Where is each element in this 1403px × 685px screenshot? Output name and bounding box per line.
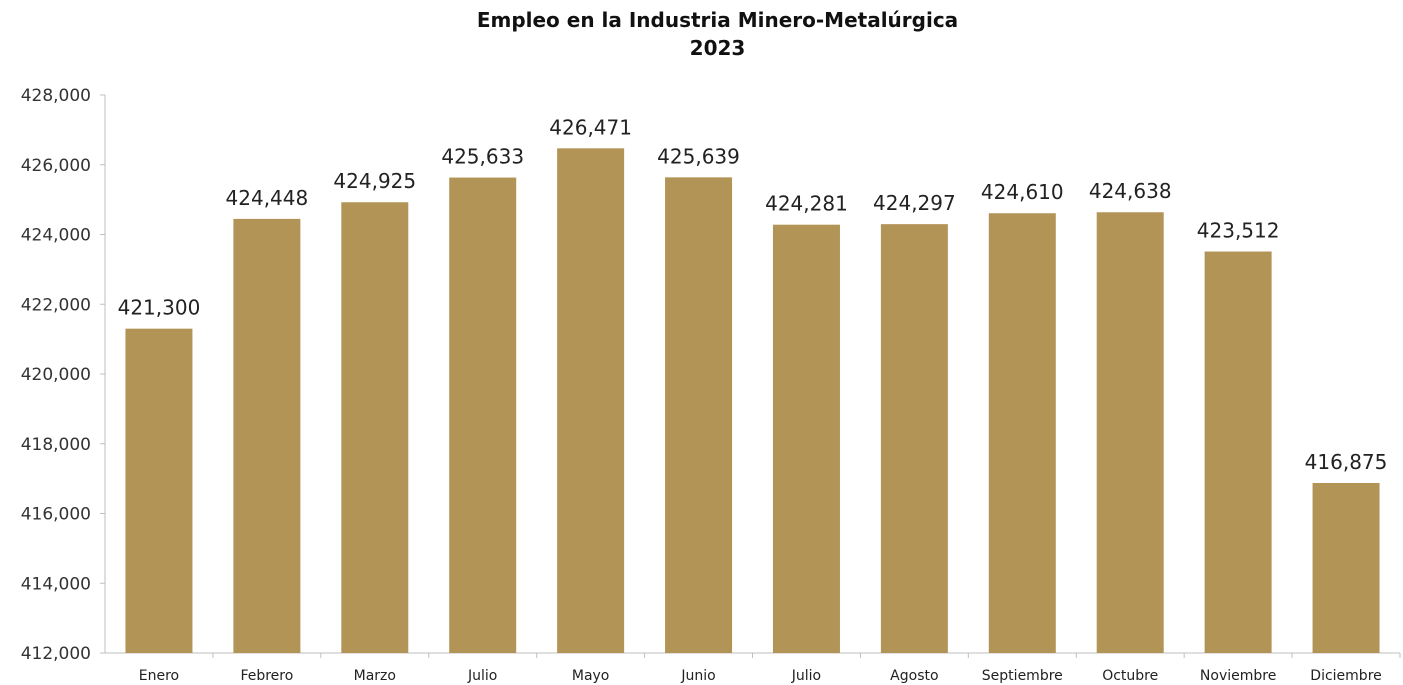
data-label: 424,610 [981, 180, 1064, 204]
bar [988, 213, 1056, 653]
bar [1096, 212, 1164, 653]
data-label: 426,471 [549, 115, 632, 139]
y-tick-label: 428,000 [21, 86, 91, 106]
data-label: 424,297 [873, 191, 956, 215]
y-tick-label: 412,000 [21, 644, 91, 664]
x-tick-label: Noviembre [1200, 668, 1276, 684]
x-tick-label: Octubre [1102, 668, 1158, 684]
x-tick-label: Agosto [890, 668, 938, 684]
x-tick-label: Febrero [240, 668, 293, 684]
x-axis: Enero Febrero Marzo Julio Mayo Junio Julio Agos… [105, 652, 1401, 684]
data-label: 425,639 [657, 144, 740, 168]
y-tick-label: 424,000 [21, 226, 91, 246]
bar [772, 224, 840, 653]
bar [233, 218, 301, 653]
x-tick-label: Julio [791, 668, 821, 684]
bar [341, 202, 409, 653]
bar [449, 177, 517, 653]
x-tick-label: Enero [139, 668, 179, 684]
data-labels: 421,300 424,448 424,925 425,633 426,471 425,6… [118, 115, 1388, 474]
bar [1204, 251, 1272, 654]
x-tick-label: Junio [680, 668, 715, 684]
data-label: 416,875 [1305, 450, 1388, 474]
bar-series [125, 148, 1380, 654]
data-label: 423,512 [1197, 219, 1280, 243]
data-label: 424,638 [1089, 179, 1172, 203]
data-label: 424,281 [765, 192, 848, 216]
bar [665, 177, 733, 653]
x-tick-label: Marzo [354, 668, 396, 684]
data-label: 421,300 [118, 296, 201, 320]
x-tick-label: Diciembre [1310, 668, 1381, 684]
y-tick-label: 426,000 [21, 156, 91, 176]
y-tick-label: 416,000 [21, 505, 91, 525]
chart-title-block: Empleo en la Industria Minero-Metalúrgic… [0, 6, 1403, 62]
chart-title: Empleo en la Industria Minero-Metalúrgic… [476, 8, 959, 32]
data-label: 424,925 [333, 169, 416, 193]
x-tick-label: Septiembre [982, 668, 1063, 684]
bar [125, 328, 193, 653]
x-tick-label: Julio [467, 668, 497, 684]
bar [1312, 482, 1380, 653]
y-tick-label: 418,000 [21, 435, 91, 455]
y-tick-label: 414,000 [21, 574, 91, 594]
y-axis: 412,000 414,000 416,000 418,000 420,000 422,0… [21, 86, 106, 664]
data-label: 425,633 [441, 145, 524, 169]
data-label: 424,448 [226, 186, 309, 210]
y-tick-label: 422,000 [21, 295, 91, 315]
chart-subtitle: 2023 [689, 36, 746, 60]
x-tick-label: Mayo [572, 668, 610, 684]
y-tick-label: 420,000 [21, 365, 91, 385]
bar [557, 148, 625, 654]
bar [880, 224, 948, 653]
